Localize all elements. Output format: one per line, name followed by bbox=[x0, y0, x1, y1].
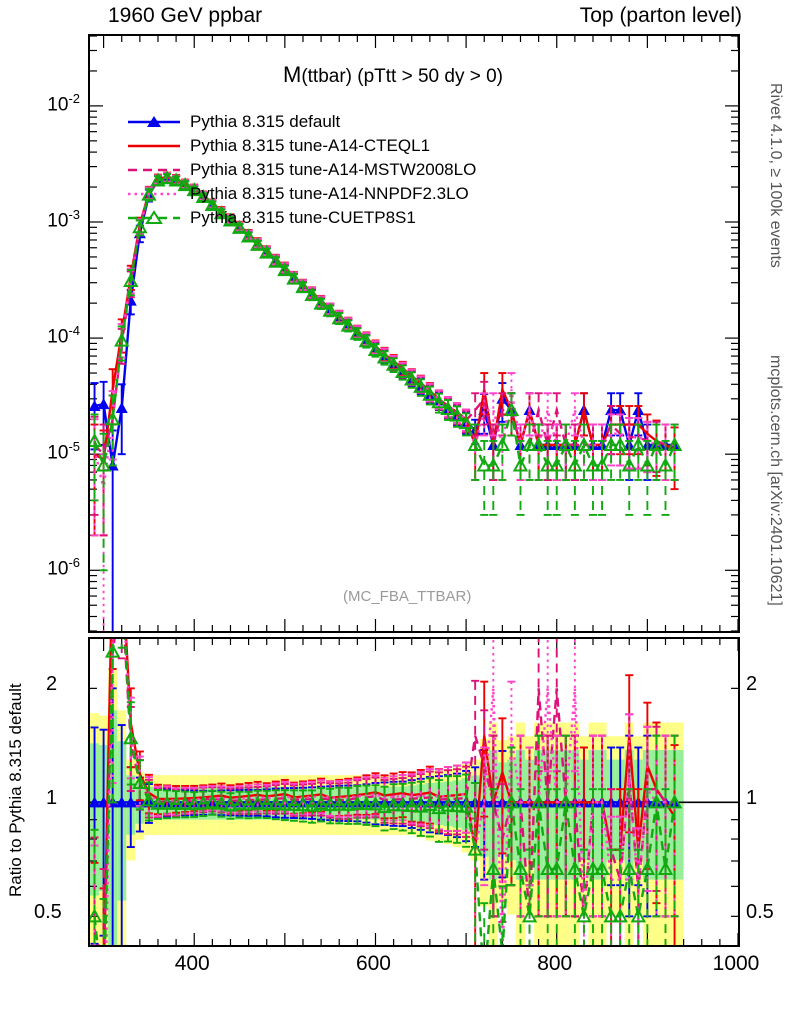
legend-label: Pythia 8.315 default bbox=[190, 112, 341, 131]
legend: Pythia 8.315 default Pythia 8.315 tune-A1… bbox=[128, 110, 476, 230]
rivet-version-caption: Rivet 4.1.0, ≥ 100k events bbox=[767, 82, 784, 268]
legend-key-icon bbox=[128, 209, 180, 227]
main-plot-panel bbox=[88, 34, 740, 633]
main-plot-canvas bbox=[90, 36, 738, 631]
ratio-plot-canvas bbox=[90, 639, 738, 945]
plot-title-cuts: (ttbar) (pTtt > 50 dy > 0) bbox=[301, 66, 504, 87]
legend-item-0[interactable]: Pythia 8.315 default bbox=[128, 110, 476, 134]
beam-energy-label: 1960 GeV ppbar bbox=[108, 4, 263, 27]
y-tick-label: 10-5 bbox=[47, 439, 80, 464]
x-tick-label: 400 bbox=[174, 952, 210, 975]
x-tick-label: 600 bbox=[355, 952, 391, 975]
legend-item-2[interactable]: Pythia 8.315 tune-A14-MSTW2008LO bbox=[128, 158, 476, 182]
x-tick-label: 800 bbox=[537, 952, 573, 975]
ratio-tick-label: 1 bbox=[46, 787, 58, 810]
legend-label: Pythia 8.315 tune-CUETP8S1 bbox=[190, 208, 416, 227]
analysis-watermark: (MC_FBA_TTBAR) bbox=[343, 588, 472, 605]
legend-label: Pythia 8.315 tune-A14-CTEQL1 bbox=[190, 136, 431, 155]
y-tick-label: 10-2 bbox=[47, 90, 80, 116]
ratio-tick-label: 2 bbox=[746, 673, 758, 696]
ratio-tick-label: 0.5 bbox=[34, 901, 62, 924]
ratio-axis-title: Ratio to Pythia 8.315 default bbox=[6, 683, 25, 897]
legend-label: Pythia 8.315 tune-A14-NNPDF2.3LO bbox=[190, 184, 469, 203]
process-label: Top (parton level) bbox=[579, 4, 742, 27]
ratio-tick-label: 1 bbox=[746, 787, 758, 810]
legend-key-icon bbox=[128, 137, 180, 155]
legend-item-4[interactable]: Pythia 8.315 tune-CUETP8S1 bbox=[128, 206, 476, 230]
legend-item-1[interactable]: Pythia 8.315 tune-A14-CTEQL1 bbox=[128, 134, 476, 158]
y-tick-label: 10-4 bbox=[47, 323, 80, 348]
legend-key-icon bbox=[128, 161, 180, 179]
legend-label: Pythia 8.315 tune-A14-MSTW2008LO bbox=[190, 160, 477, 179]
legend-key-icon bbox=[128, 113, 180, 131]
legend-item-3[interactable]: Pythia 8.315 tune-A14-NNPDF2.3LO bbox=[128, 182, 476, 206]
plot-title-variable: M bbox=[282, 62, 302, 87]
y-tick-label: 10-3 bbox=[47, 206, 80, 232]
plot-title: M(ttbar) (pTtt > 50 dy > 0) bbox=[0, 62, 786, 88]
legend-key-icon bbox=[128, 185, 180, 203]
ratio-plot-panel bbox=[88, 637, 740, 947]
y-tick-label: 10-6 bbox=[47, 555, 80, 580]
x-tick-label: 1000 bbox=[712, 952, 760, 975]
ratio-tick-label: 0.5 bbox=[746, 901, 774, 924]
ratio-tick-label: 2 bbox=[46, 673, 58, 696]
mcplots-source-caption: mcplots.cern.ch [arXiv:2401.10621] bbox=[767, 354, 784, 606]
